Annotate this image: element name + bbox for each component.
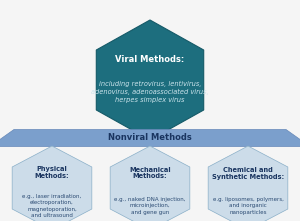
Polygon shape <box>208 146 288 221</box>
Text: Mechanical
Methods:: Mechanical Methods: <box>129 166 171 179</box>
Polygon shape <box>96 20 204 140</box>
Text: Nonviral Methods: Nonviral Methods <box>108 133 192 143</box>
Text: e.g., naked DNA injection,
microinjection,
and gene gun: e.g., naked DNA injection, microinjectio… <box>114 197 186 215</box>
Text: Viral Methods:: Viral Methods: <box>116 55 184 65</box>
Polygon shape <box>12 146 92 221</box>
Text: e.g., laser irradiation,
electroporation,
magnetoporation,
and ultrasound: e.g., laser irradiation, electroporation… <box>22 194 82 218</box>
Polygon shape <box>110 146 190 221</box>
Text: Physical
Methods:: Physical Methods: <box>34 166 69 179</box>
Text: including retrovirus, lentivirus,
adenovirus, adenoassociated virus,
herpes simp: including retrovirus, lentivirus, adenov… <box>91 81 209 103</box>
Text: Chemical and
Synthetic Methods:: Chemical and Synthetic Methods: <box>212 166 284 179</box>
Text: e.g. liposomes, polymers,
and inorganic
nanoparticles: e.g. liposomes, polymers, and inorganic … <box>213 197 284 215</box>
Polygon shape <box>0 130 300 147</box>
